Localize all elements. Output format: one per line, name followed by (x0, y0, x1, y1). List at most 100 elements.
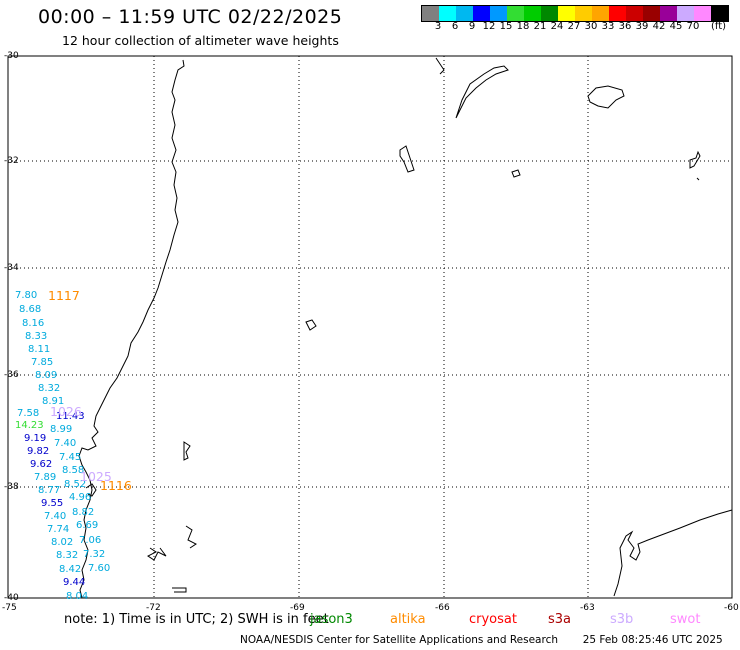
lon-label-66: -66 (435, 603, 450, 613)
wave-height-label: 11.43 (56, 411, 85, 422)
wave-height-label: 9.55 (41, 498, 64, 509)
island-small (305, 319, 317, 331)
wave-height-label: 7.85 (31, 357, 54, 368)
wave-height-label: 7.06 (79, 535, 102, 546)
lon-label-63: -63 (580, 603, 595, 613)
lon-label-75: -75 (2, 603, 17, 613)
legend-tick-70: 70 (686, 21, 700, 32)
wave-height-label: 7.89 (34, 472, 57, 483)
legend-swatch-4 (490, 6, 507, 21)
legend-tick-33: 33 (601, 21, 615, 32)
legend-swatch-7 (541, 6, 558, 21)
legend-swatch-5 (507, 6, 524, 21)
legend-swatch-13 (643, 6, 660, 21)
legend-swatch-1 (439, 6, 456, 21)
lat-label-38: -38 (4, 482, 19, 492)
wave-height-label: 8.82 (72, 507, 95, 518)
legend-tick-39: 39 (635, 21, 649, 32)
lon-label-60: -60 (724, 603, 739, 613)
generated-timestamp: 25 Feb 08:25:46 UTC 2025 (582, 634, 723, 646)
wave-height-label: 8.16 (22, 318, 45, 329)
wave-height-label: 7.58 (17, 408, 40, 419)
coastline-valdes (613, 509, 733, 597)
legend-tick-45: 45 (669, 21, 683, 32)
wave-height-label: 7.40 (54, 438, 77, 449)
legend-tick-24: 24 (550, 21, 564, 32)
satellite-s3a: s3a (548, 612, 572, 627)
wave-height-label: 8.09 (35, 370, 58, 381)
legend-swatch-17 (711, 6, 728, 21)
legend-swatch-10 (592, 6, 609, 21)
wave-height-label: 8.68 (19, 304, 42, 315)
lat-label-34: -34 (4, 263, 19, 273)
legend-tick-9: 9 (468, 21, 476, 32)
pass-time-label: 1026 (50, 404, 82, 419)
wave-height-label: 8.99 (50, 424, 73, 435)
wave-height-label: 9.62 (30, 459, 53, 470)
credit-text: NOAA/NESDIS Center for Satellite Applica… (240, 634, 558, 646)
pass-time-label: 1116 (100, 478, 132, 493)
coastline-segment-4 (689, 150, 701, 181)
wave-height-label: 8.77 (38, 485, 61, 496)
coastline-segment-2 (399, 145, 415, 173)
coastline-segment-3 (511, 169, 521, 178)
legend-swatch-12 (626, 6, 643, 21)
coastline-rio-de-la-plata (435, 57, 509, 119)
wave-height-label: 8.04 (66, 591, 89, 602)
lat-label-36: -36 (4, 370, 19, 380)
lon-label-72: -72 (146, 603, 161, 613)
coastline-chile-inlet (85, 483, 97, 497)
wave-height-label: 7.40 (44, 511, 67, 522)
legend-unit: (ft) (711, 21, 727, 32)
graticule (8, 56, 732, 598)
satellite-s3b: s3b (610, 612, 634, 627)
legend-swatch-9 (575, 6, 592, 21)
lat-label-40: -40 (4, 593, 19, 603)
lat-label-30: -30 (4, 51, 19, 61)
legend-tick-30: 30 (584, 21, 598, 32)
wave-height-label: 8.52 (64, 479, 87, 490)
wave-height-label: 8.32 (38, 383, 61, 394)
footer-credit: NOAA/NESDIS Center for Satellite Applica… (240, 634, 723, 646)
wave-height-label: 7.45 (59, 452, 82, 463)
satellite-cryosat: cryosat (469, 612, 517, 627)
satellite-jason3: jason3 (310, 612, 353, 627)
wave-height-label: 8.11 (28, 344, 51, 355)
wave-height-label: 7.60 (88, 563, 111, 574)
legend-swatch-15 (677, 6, 694, 21)
legend-tick-27: 27 (567, 21, 581, 32)
footer-note: note: 1) Time is in UTC; 2) SWH is in fe… (64, 612, 329, 627)
wave-height-label: 8.42 (59, 564, 82, 575)
wave-height-label: 7.74 (47, 524, 70, 535)
wave-height-label: 9.19 (24, 433, 47, 444)
wave-height-label: 6.69 (76, 520, 99, 531)
legend-swatch-2 (456, 6, 473, 21)
wave-height-label: 8.33 (25, 331, 48, 342)
wave-height-label: 7.80 (15, 290, 38, 301)
coastline-chile (78, 59, 185, 599)
lat-label-32: -32 (4, 156, 19, 166)
legend-tick-36: 36 (618, 21, 632, 32)
legend-swatch-16 (694, 6, 711, 21)
legend-swatch-6 (524, 6, 541, 21)
wave-height-label: 8.58 (62, 465, 85, 476)
legend-tick-18: 18 (516, 21, 530, 32)
satellite-swot: swot (670, 612, 701, 627)
island-small-2 (183, 441, 191, 461)
legend-swatch-14 (660, 6, 677, 21)
legend-swatch-0 (422, 6, 439, 21)
legend-swatch-11 (609, 6, 626, 21)
legend-tick-6: 6 (451, 21, 459, 32)
legend-tick-21: 21 (533, 21, 547, 32)
map-frame (7, 55, 733, 599)
legend-tick-12: 12 (482, 21, 496, 32)
legend-swatch-3 (473, 6, 490, 21)
map-subtitle: 12 hour collection of altimeter wave hei… (62, 33, 339, 48)
pass-time-label: 1025 (80, 469, 112, 484)
wave-height-label: 8.02 (51, 537, 74, 548)
coastline-patagonia (147, 525, 197, 593)
wave-height-label: 9.44 (63, 577, 86, 588)
satellite-altika: altika (390, 612, 426, 627)
wave-height-label: 8.91 (42, 396, 65, 407)
